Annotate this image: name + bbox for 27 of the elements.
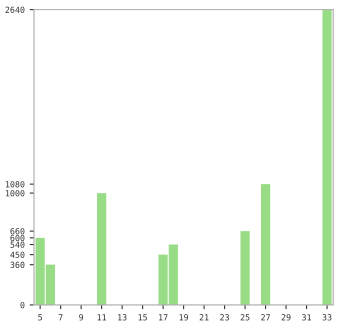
x-tick-label: 27 (261, 314, 270, 320)
y-tick-label: 0 (20, 302, 24, 308)
y-tick-label: 600 (10, 234, 24, 242)
bar (240, 231, 250, 305)
x-tick-label: 13 (118, 314, 127, 320)
x-tick-label: 17 (159, 314, 168, 320)
x-tick-label: 11 (98, 314, 106, 320)
x-tick-label: 19 (180, 314, 188, 320)
x-tick-label: 15 (138, 314, 147, 320)
y-tick-label: 660 (10, 228, 24, 234)
y-tick-label: 1000 (6, 190, 24, 196)
x-tick-label: 31 (302, 314, 312, 320)
x-tick-label: 33 (322, 314, 332, 320)
x-tick-label: 23 (220, 314, 229, 320)
bar (260, 184, 270, 305)
y-tick-label: 2640 (6, 6, 24, 13)
y-tick-label: 1080 (6, 181, 24, 188)
x-tick-label: 7 (58, 314, 63, 320)
y-tick-label: 540 (10, 242, 24, 248)
x-tick-label: 25 (240, 314, 250, 320)
x-tick-label: 21 (200, 314, 209, 320)
y-tick-label: 360 (10, 262, 24, 268)
x-tick-label: 5 (38, 314, 42, 320)
x-tick-label: 9 (79, 314, 84, 320)
y-tick-label: 450 (10, 252, 24, 258)
bar (97, 193, 106, 305)
x-tick-label: 29 (282, 314, 291, 320)
